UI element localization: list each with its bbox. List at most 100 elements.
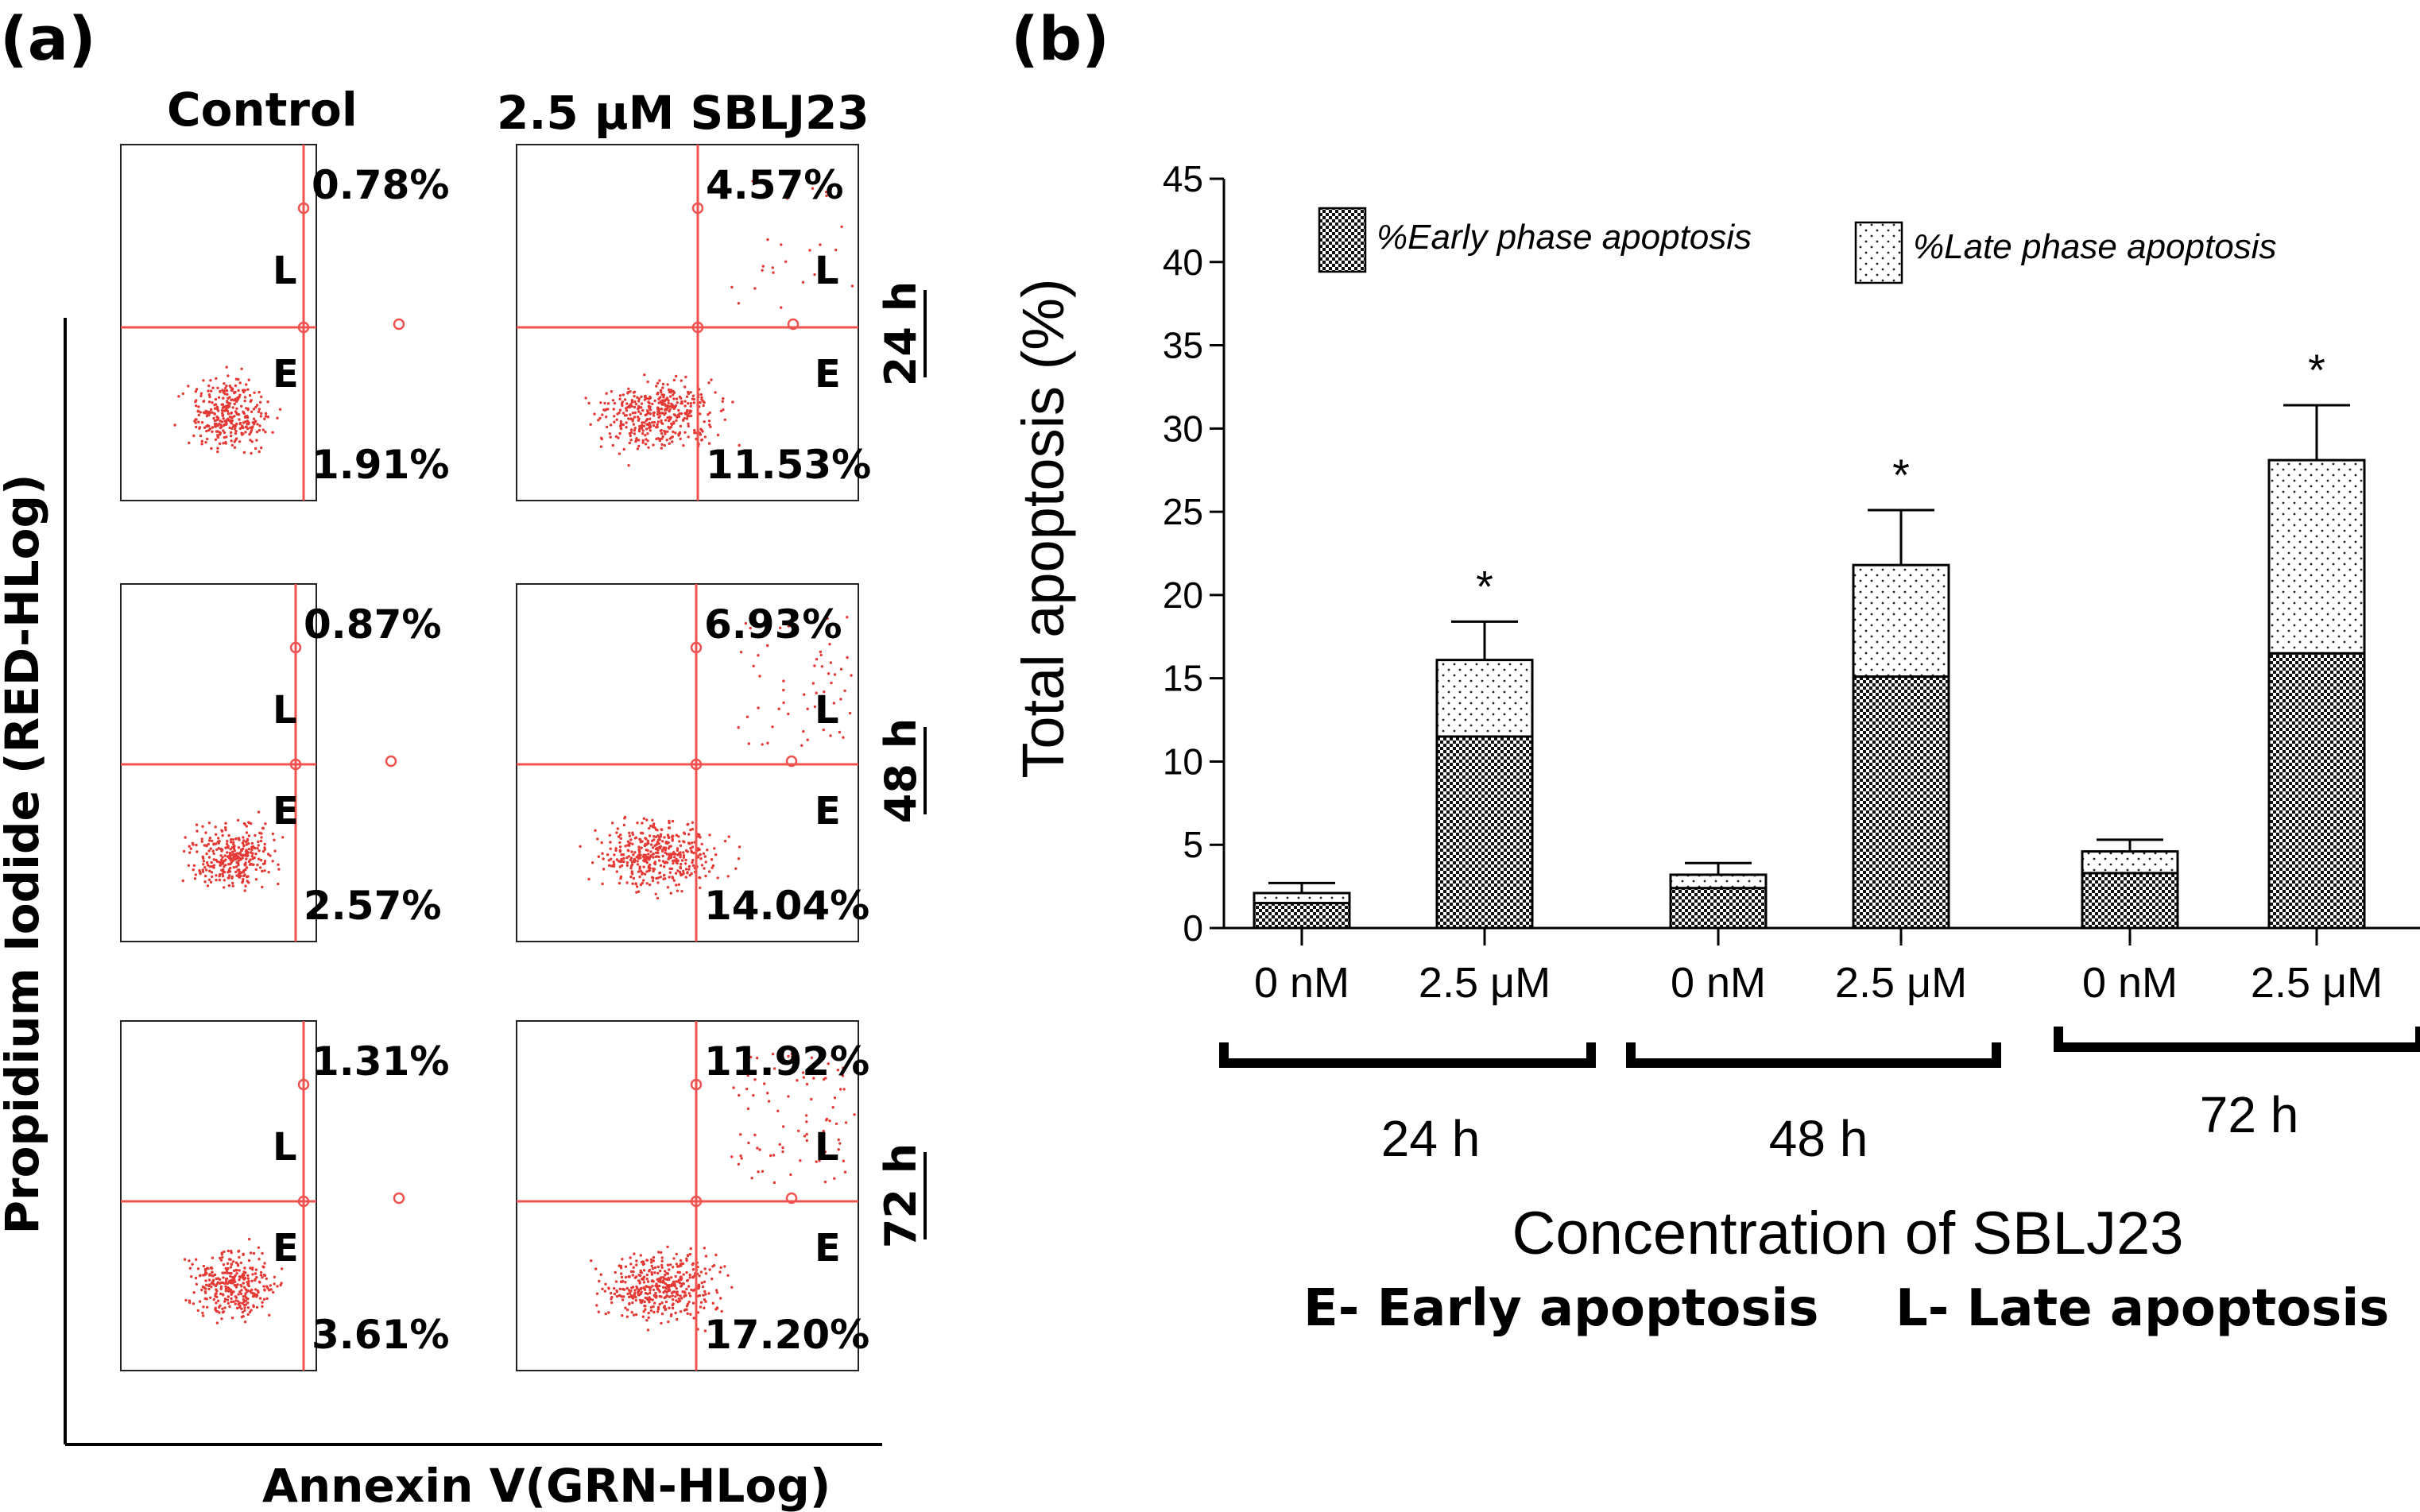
cell-event <box>234 425 237 428</box>
cell-event <box>668 390 672 394</box>
dot-plot: 6.93%14.04%LE <box>516 583 869 942</box>
cell-event <box>238 440 242 443</box>
cell-event <box>667 388 671 392</box>
cell-event <box>201 870 205 874</box>
cell-event <box>182 849 186 853</box>
late-apoptosis-percent: 11.92% <box>704 1038 869 1085</box>
cell-event <box>645 1319 649 1322</box>
cell-event <box>233 1275 236 1279</box>
cell-event <box>683 404 687 408</box>
cell-event <box>224 1280 228 1283</box>
cell-event <box>714 853 718 857</box>
cell-event <box>231 881 234 885</box>
early-apoptosis-percent: 11.53% <box>706 442 871 488</box>
cell-event <box>202 860 206 863</box>
cell-event <box>266 416 269 419</box>
cell-event <box>638 406 641 409</box>
cell-event <box>726 875 730 878</box>
cell-event <box>624 1265 628 1269</box>
cell-event <box>723 1265 726 1268</box>
cell-event <box>225 1269 229 1273</box>
cell-event <box>259 858 263 862</box>
cell-event <box>831 1054 834 1058</box>
cell-event <box>629 1270 633 1274</box>
cell-event <box>201 856 205 859</box>
cell-event <box>619 427 623 430</box>
cell-event <box>235 860 238 864</box>
cell-event <box>753 1078 757 1081</box>
cell-event <box>718 1270 722 1274</box>
cell-event <box>637 439 641 442</box>
cell-event <box>630 850 633 853</box>
cell-event <box>254 405 257 409</box>
cell-event <box>663 865 666 868</box>
cell-event <box>730 285 734 289</box>
cell-event <box>208 395 211 399</box>
early-quadrant-label: E <box>815 352 841 396</box>
cell-event <box>629 434 632 438</box>
dot-plot: 0.87%2.57%LE <box>120 583 441 942</box>
cell-event <box>680 402 683 405</box>
cell-event <box>254 1288 257 1291</box>
cell-event <box>245 831 249 834</box>
cell-event <box>654 892 657 896</box>
cell-event <box>198 1300 202 1303</box>
cell-event <box>612 860 615 864</box>
cell-event <box>629 875 633 879</box>
cell-event <box>230 411 234 415</box>
cell-event <box>629 417 633 420</box>
cell-event <box>660 1301 664 1305</box>
cell-event <box>236 1300 240 1303</box>
cell-event <box>641 822 644 825</box>
cell-event <box>647 866 650 869</box>
cell-event <box>689 410 693 413</box>
cell-event <box>214 397 218 401</box>
cell-event <box>629 1263 633 1266</box>
cell-event <box>633 1291 637 1295</box>
cell-event <box>661 386 664 389</box>
cell-event <box>188 851 192 854</box>
cell-event <box>703 1267 707 1270</box>
cell-event <box>267 1289 271 1292</box>
cell-event <box>827 1062 831 1065</box>
cell-event <box>619 845 622 849</box>
cell-event <box>805 1132 808 1136</box>
cell-event <box>195 425 198 429</box>
cell-event <box>637 410 641 413</box>
cell-event <box>804 1114 808 1117</box>
cell-event <box>236 818 240 822</box>
late-apoptosis-percent: 0.78% <box>312 162 449 208</box>
cell-event <box>215 377 218 381</box>
early-quadrant-label: E <box>815 1226 841 1270</box>
cell-event <box>227 1287 231 1291</box>
cell-event <box>653 1301 656 1305</box>
cell-event <box>220 849 223 853</box>
cell-event <box>664 1300 668 1304</box>
cell-event <box>631 842 634 846</box>
y-tick-label: 10 <box>1163 741 1203 782</box>
cell-event <box>635 1259 638 1263</box>
cell-event <box>665 841 669 845</box>
cell-event <box>727 835 730 838</box>
cell-event <box>813 664 816 667</box>
cell-event <box>656 849 660 852</box>
cell-event <box>668 876 671 879</box>
cell-event <box>246 408 250 412</box>
cell-event <box>641 1315 645 1318</box>
cell-event <box>623 398 627 401</box>
cell-event <box>641 441 645 444</box>
cell-event <box>668 1289 672 1292</box>
cell-event <box>649 850 652 853</box>
cell-event <box>231 850 234 853</box>
cell-event <box>245 843 249 846</box>
cell-event <box>671 839 674 842</box>
cell-event <box>242 1272 245 1276</box>
cell-event <box>261 862 265 866</box>
cell-event <box>636 822 639 825</box>
cell-event <box>196 1309 199 1313</box>
cell-event <box>245 857 248 860</box>
cell-event <box>219 864 222 868</box>
cell-event <box>598 416 602 420</box>
dot-plot: 1.31%3.61%LE <box>120 1020 449 1371</box>
